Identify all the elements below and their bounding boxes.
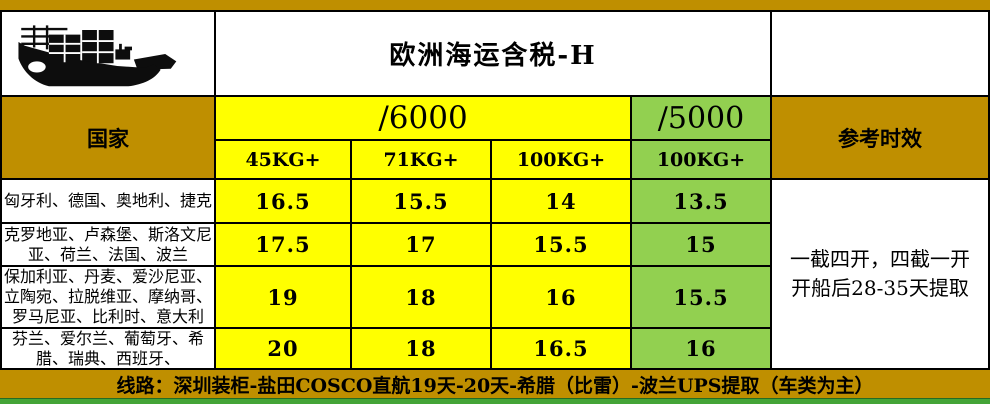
rate-cell: 17 — [352, 224, 490, 265]
transit-notes-line1: 一截四开，四截一开 — [790, 247, 970, 271]
rate-cell: 15.5 — [492, 224, 630, 265]
rate-cell: 16 — [632, 329, 770, 368]
ship-logo-cell — [2, 12, 214, 95]
route-info-bar: 线路：深圳装柜-盐田COSCO直航19天-20天-希腊（比雷）-波兰UPS提取（… — [0, 370, 990, 398]
rate-cell: 16.5 — [216, 180, 350, 222]
rate-cell: 13.5 — [632, 180, 770, 222]
cargo-ship-icon — [15, 18, 201, 90]
divider — [770, 12, 772, 95]
rate-cell: 16.5 — [492, 329, 630, 368]
bottom-green-strip — [0, 398, 990, 404]
column-header-transit-time: 参考时效 — [772, 97, 988, 178]
rates-table: 国家 /6000 /5000 参考时效 45KG+ 71KG+ 100KG+ 1… — [0, 97, 990, 370]
rate-cell: 18 — [352, 329, 490, 368]
rate-cell: 19 — [216, 267, 350, 327]
group-header-5000: /5000 — [632, 97, 770, 139]
rate-cell: 17.5 — [216, 224, 350, 265]
divider — [214, 12, 216, 95]
column-header-45kg: 45KG+ — [216, 141, 350, 178]
group-header-6000: /6000 — [216, 97, 630, 139]
divider — [988, 12, 990, 95]
header-band: 欧洲海运含税-H — [0, 12, 990, 97]
country-cell: 保加利亚、丹麦、爱沙尼亚、立陶宛、拉脱维亚、摩纳哥、罗马尼亚、比利时、意大利 — [2, 267, 214, 327]
rate-cell: 15.5 — [352, 180, 490, 222]
top-accent-bar — [0, 0, 990, 12]
country-cell: 匈牙利、德国、奥地利、捷克 — [2, 180, 214, 222]
country-cell: 芬兰、爱尔兰、葡萄牙、希腊、瑞典、西班牙、 — [2, 329, 214, 368]
empty-header-cell — [772, 12, 988, 95]
column-header-country: 国家 — [2, 97, 214, 178]
transit-notes-cell: 一截四开，四截一开 开船后28-35天提取 — [772, 180, 988, 368]
page-title: 欧洲海运含税-H — [216, 12, 770, 95]
rate-cell: 16 — [492, 267, 630, 327]
rate-cell: 18 — [352, 267, 490, 327]
transit-notes-line2: 开船后28-35天提取 — [791, 276, 969, 300]
rate-cell: 15 — [632, 224, 770, 265]
column-header-100kg: 100KG+ — [492, 141, 630, 178]
rate-cell: 14 — [492, 180, 630, 222]
rate-cell: 15.5 — [632, 267, 770, 327]
divider — [0, 12, 2, 95]
rate-cell: 20 — [216, 329, 350, 368]
country-cell: 克罗地亚、卢森堡、斯洛文尼亚、荷兰、法国、波兰 — [2, 224, 214, 265]
column-header-71kg: 71KG+ — [352, 141, 490, 178]
column-header-100kg-5000: 100KG+ — [632, 141, 770, 178]
